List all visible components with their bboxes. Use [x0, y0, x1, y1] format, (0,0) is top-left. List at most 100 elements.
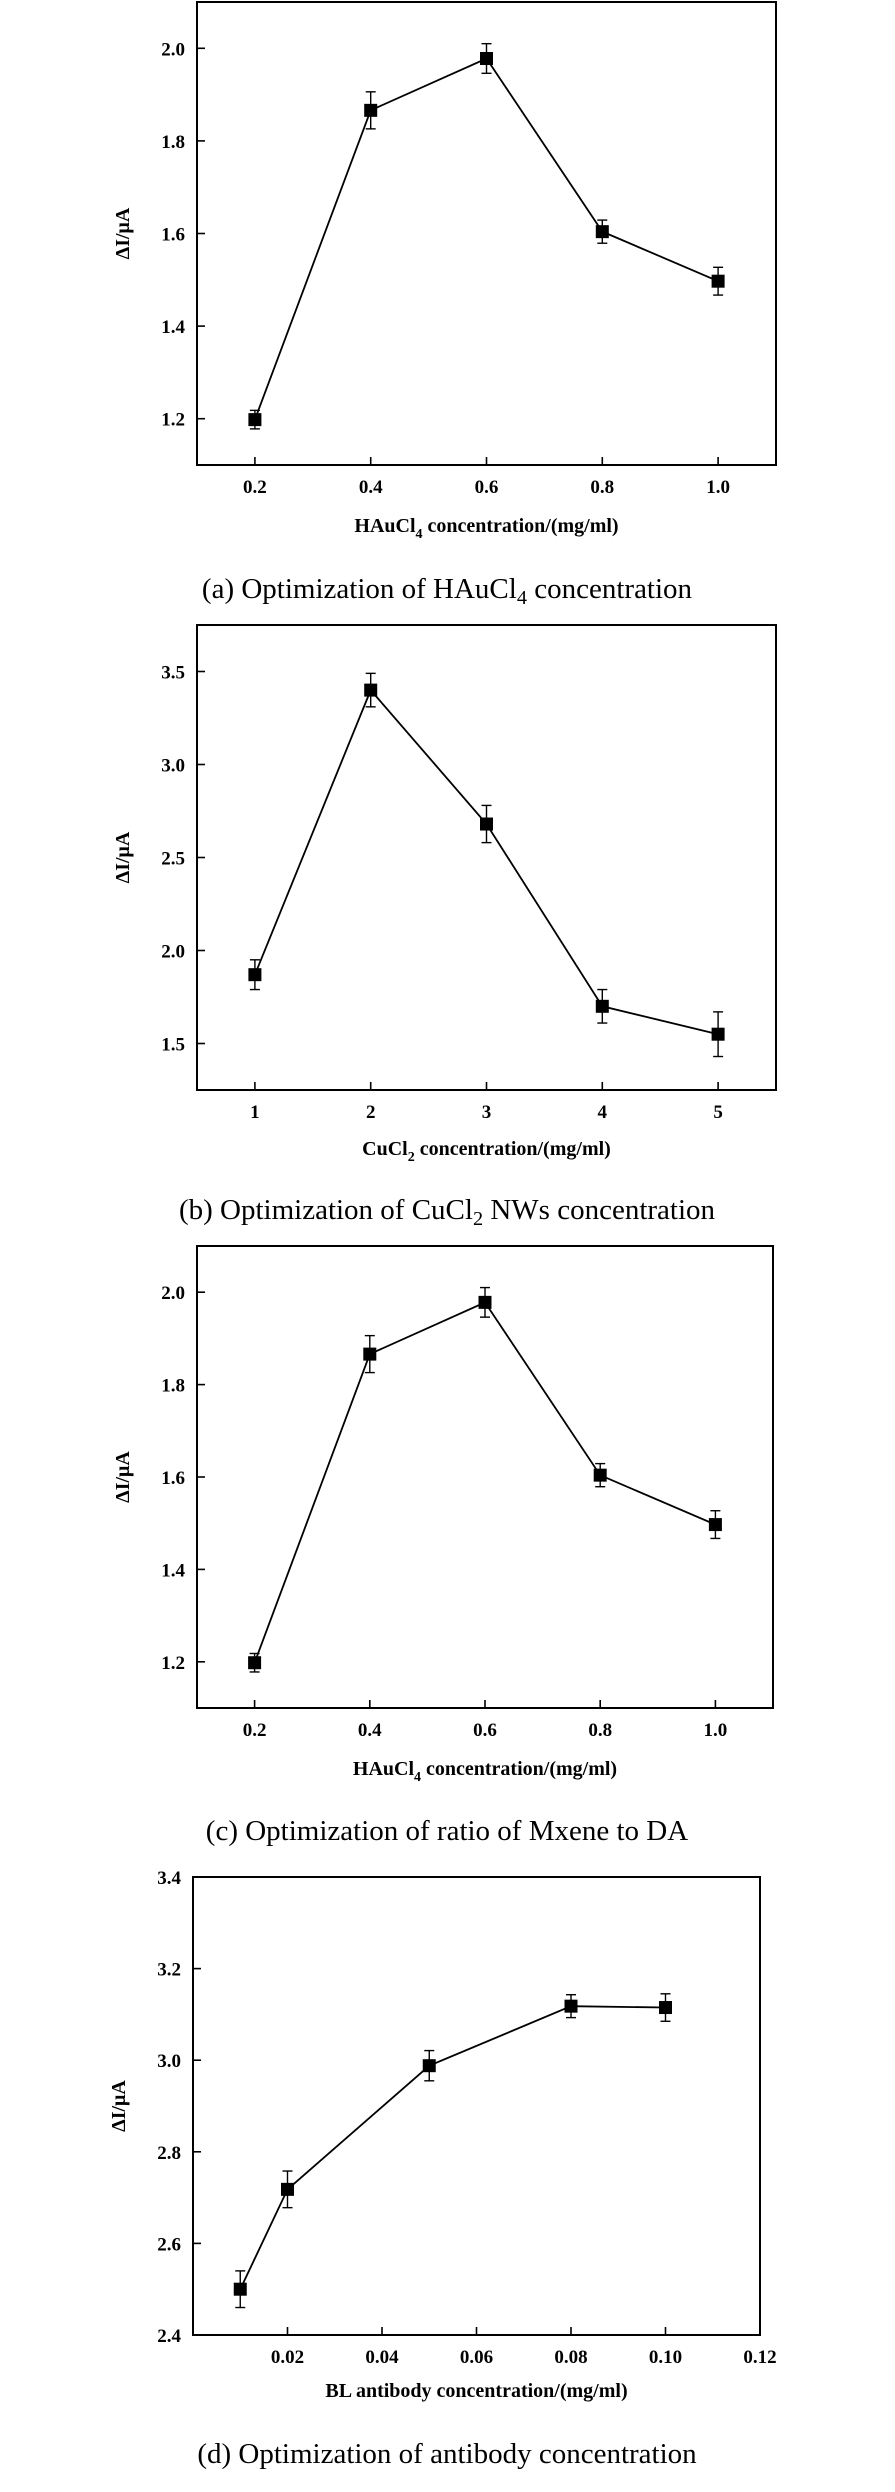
y-tick-label: 1.6 — [161, 225, 185, 246]
figure-caption-text: (a) Optimization of HAuCl — [202, 573, 517, 605]
x-tick-label: 0.2 — [243, 1720, 267, 1741]
x-tick-label: 0.4 — [358, 1720, 382, 1741]
y-tick-label: 1.4 — [161, 317, 185, 338]
data-point — [248, 1656, 262, 1670]
x-axis-label-suffix: concentration/(mg/ml) — [423, 515, 619, 537]
series-line — [254, 688, 719, 1036]
x-axis-label-text: CuCl — [362, 1138, 408, 1160]
y-tick-label: 1.2 — [161, 1653, 185, 1674]
x-tick-label: 1.0 — [704, 1720, 728, 1741]
y-tick-label: 3.0 — [157, 2051, 181, 2072]
figure-caption-text: (b) Optimization of CuCl — [179, 1194, 473, 1226]
data-point — [480, 51, 493, 65]
chart-panel-d: 2.4 2.6 2.8 3.0 3.2 3.4 0.02 0.04 0.06 0.08 0.10 0.… — [108, 1868, 777, 2470]
y-tick-label: 1.5 — [161, 1035, 185, 1056]
x-axis-label-subscript: 2 — [408, 1150, 415, 1165]
data-point — [595, 225, 609, 239]
x-tick-label: 0.4 — [359, 477, 383, 498]
x-tick-label: 0.10 — [649, 2347, 682, 2368]
x-tick-label: 0.04 — [365, 2347, 399, 2368]
x-axis-label: CuCl2 concentration/(mg/ml) — [362, 1138, 611, 1165]
x-tick-label: 0.6 — [473, 1720, 497, 1741]
x-axis-label-text: HAuCl — [354, 515, 416, 537]
y-tick-label: 1.8 — [161, 1376, 185, 1397]
x-tick-label: 5 — [713, 1102, 723, 1123]
data-point — [564, 1999, 578, 2013]
y-tick-label: 3.4 — [157, 1868, 181, 1889]
x-tick-label: 3 — [482, 1102, 492, 1123]
plot-frame — [192, 1876, 761, 2336]
figure-caption-text: (c) Optimization of ratio of Mxene to DA — [206, 1815, 688, 1847]
y-axis-label: ΔI/μA — [112, 831, 134, 883]
series-line — [253, 1301, 716, 1664]
data-point — [364, 103, 378, 117]
y-tick-label: 2.0 — [161, 1283, 185, 1304]
y-axis-label: ΔI/μA — [108, 2080, 130, 2132]
x-axis-label: HAuCl4 concentration/(mg/ml) — [354, 515, 618, 542]
chart-panel-c: 1.2 1.4 1.6 1.8 2.0 0.2 0.4 0.6 0.8 1.0 ΔI/μA HAuCl… — [112, 1245, 774, 1847]
figure-caption: (c) Optimization of ratio of Mxene to DA — [206, 1815, 688, 1847]
y-tick-label: 3.5 — [161, 663, 185, 684]
data-point — [363, 1347, 377, 1361]
figure-caption: (a) Optimization of HAuCl4 concentration — [202, 573, 693, 609]
x-tick-label: 0.8 — [588, 1720, 612, 1741]
data-point — [248, 968, 262, 982]
y-tick-label: 1.8 — [161, 132, 185, 153]
y-tick-label: 1.2 — [161, 410, 185, 431]
y-tick-label: 3.0 — [161, 756, 185, 777]
x-axis-label: HAuCl4 concentration/(mg/ml) — [353, 1758, 617, 1785]
x-tick-label: 1.0 — [706, 477, 730, 498]
y-tick-label: 3.2 — [157, 1960, 181, 1981]
x-axis-label-suffix: concentration/(mg/ml) — [421, 1758, 617, 1780]
figure-caption-suffix: NWs concentration — [483, 1194, 715, 1226]
x-tick-label: 0.06 — [460, 2347, 493, 2368]
data-point — [364, 683, 378, 697]
y-tick-label: 1.6 — [161, 1468, 185, 1489]
series-line — [239, 2005, 666, 2290]
series-line — [254, 57, 719, 420]
x-tick-label: 0.08 — [554, 2347, 587, 2368]
y-axis-label: ΔI/μA — [112, 1451, 134, 1503]
figure-caption-subscript: 2 — [473, 1208, 483, 1230]
figure-caption-text: (d) Optimization of antibody concentrati… — [197, 2438, 697, 2470]
x-tick-label: 0.8 — [590, 477, 614, 498]
x-axis-label-suffix: concentration/(mg/ml) — [415, 1138, 611, 1160]
chart-panel-a: 1.2 1.4 1.6 1.8 2.0 0.2 0.4 0.6 0.8 1.0 ΔI/μA HAuCl… — [112, 1, 777, 609]
data-point — [422, 2059, 436, 2073]
x-axis-label-subscript: 4 — [414, 1770, 421, 1785]
data-point — [708, 1518, 722, 1532]
x-tick-label: 0.12 — [743, 2347, 776, 2368]
figure-caption-subscript: 4 — [517, 587, 527, 609]
y-tick-label: 2.4 — [157, 2326, 181, 2347]
data-point — [281, 2182, 294, 2196]
figure-caption: (b) Optimization of CuCl2 NWs concentrat… — [179, 1194, 716, 1230]
y-tick-label: 2.6 — [157, 2234, 181, 2255]
data-point — [233, 2282, 247, 2296]
y-tick-label: 1.4 — [161, 1560, 185, 1581]
x-axis-label-text: BL antibody concentration/(mg/ml) — [325, 2380, 627, 2402]
figure-caption-suffix: concentration — [527, 573, 693, 605]
y-tick-label: 2.0 — [161, 39, 185, 60]
data-point — [593, 1468, 607, 1482]
data-point — [711, 274, 725, 288]
data-point — [478, 1295, 492, 1309]
x-tick-label: 4 — [598, 1102, 608, 1123]
y-tick-label: 2.5 — [161, 849, 185, 870]
x-tick-label: 0.2 — [243, 477, 267, 498]
figure-caption: (d) Optimization of antibody concentrati… — [197, 2438, 697, 2470]
x-axis-label-text: HAuCl — [353, 1758, 415, 1780]
x-tick-label: 2 — [366, 1102, 376, 1123]
y-tick-label: 2.0 — [161, 942, 185, 963]
y-axis-label: ΔI/μA — [112, 207, 134, 259]
data-point — [248, 413, 262, 427]
data-point — [659, 2001, 672, 2015]
x-axis-label: BL antibody concentration/(mg/ml) — [325, 2380, 627, 2402]
x-axis-label-subscript: 4 — [416, 527, 423, 542]
x-tick-label: 0.6 — [475, 477, 499, 498]
data-point — [711, 1027, 725, 1041]
data-point — [480, 817, 493, 831]
x-tick-label: 1 — [250, 1102, 260, 1123]
y-tick-label: 2.8 — [157, 2143, 181, 2164]
